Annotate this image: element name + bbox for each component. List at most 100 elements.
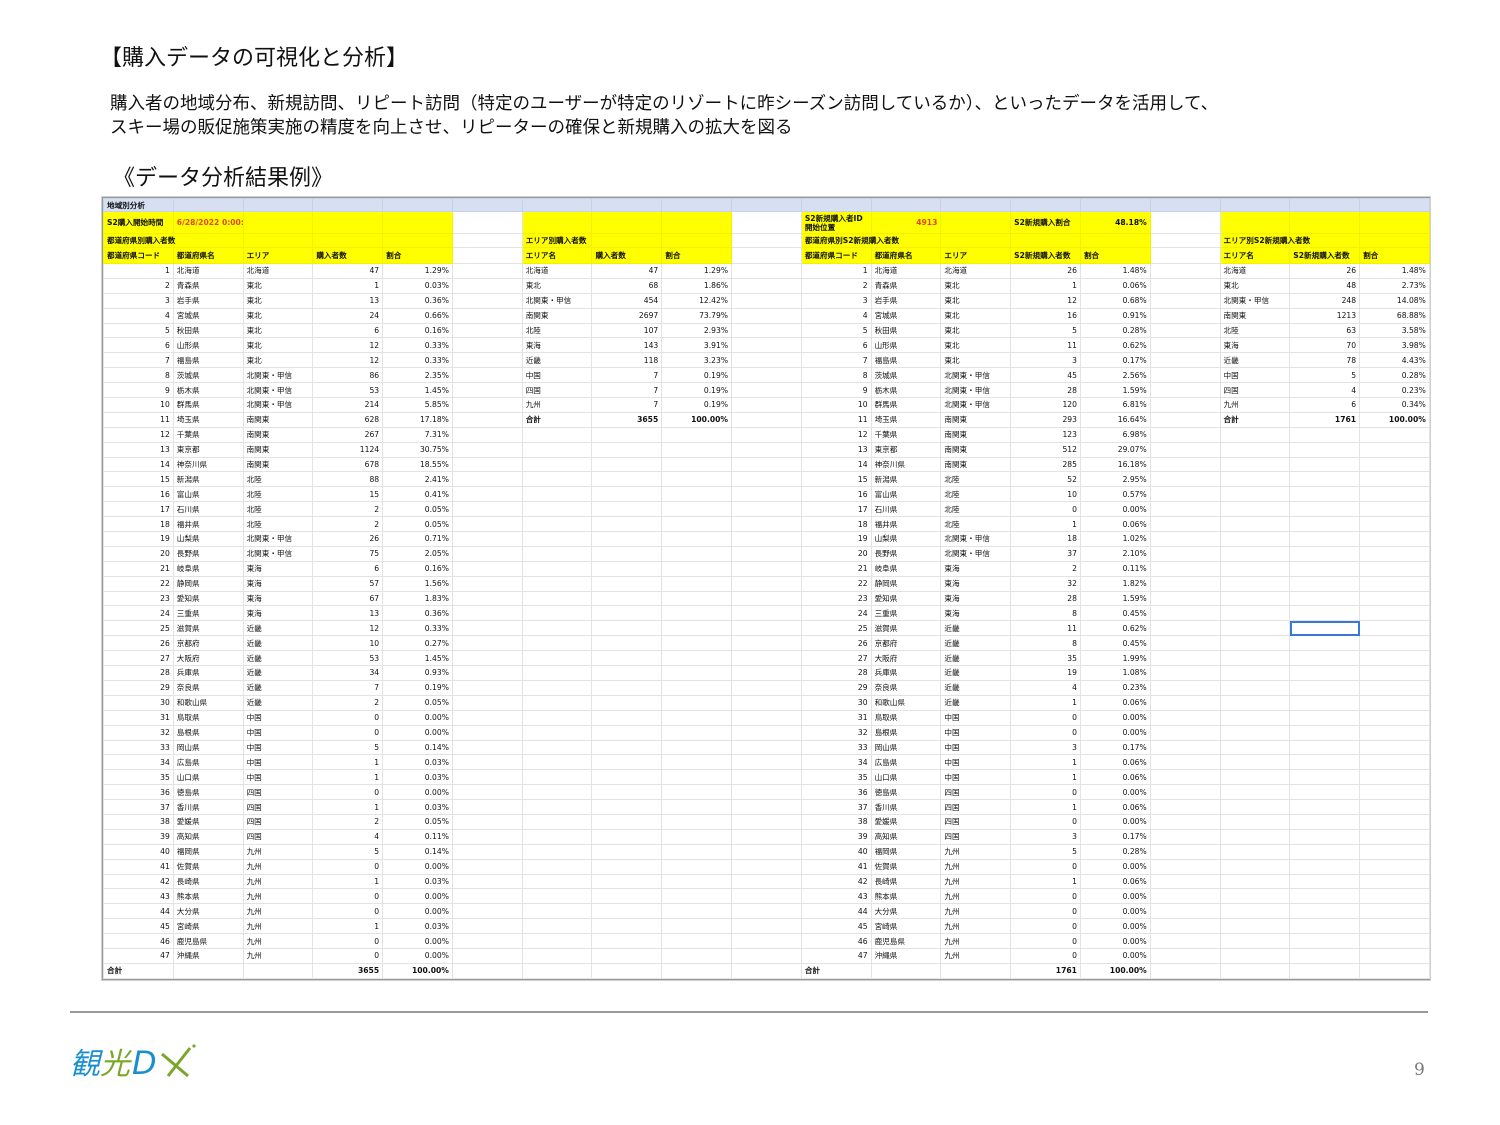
new-buyer-count[interactable]: 10 xyxy=(1010,486,1081,503)
cell[interactable] xyxy=(661,888,733,905)
area-new-buyer-count[interactable]: 4 xyxy=(1289,382,1361,399)
cell[interactable] xyxy=(451,754,523,771)
new-buyer-ratio[interactable]: 0.62% xyxy=(1079,620,1151,637)
cell[interactable] xyxy=(731,322,802,339)
cell[interactable] xyxy=(1359,198,1430,212)
buyer-ratio[interactable]: 0.93% xyxy=(382,665,453,681)
prefecture-name[interactable]: 富山県 xyxy=(870,486,942,503)
new-buyer-count[interactable]: 1 xyxy=(1010,754,1081,771)
cell[interactable] xyxy=(1149,650,1221,667)
area[interactable]: 北関東・甲信 xyxy=(242,531,314,547)
buyer-ratio[interactable]: 0.00% xyxy=(382,709,453,726)
area-total-ratio[interactable]: 100.00% xyxy=(661,411,733,428)
area[interactable]: 九州 xyxy=(242,918,314,935)
cell[interactable] xyxy=(521,858,593,875)
cell[interactable] xyxy=(1149,411,1221,428)
buyer-count[interactable]: 1124 xyxy=(312,441,384,458)
cell[interactable] xyxy=(1359,962,1430,979)
new-buyer-count[interactable]: 11 xyxy=(1010,620,1081,637)
cell[interactable] xyxy=(1149,486,1221,503)
buyer-ratio[interactable]: 0.05% xyxy=(382,694,453,711)
area-new-buyer-count[interactable]: 5 xyxy=(1289,367,1361,384)
prefecture-name[interactable]: 奈良県 xyxy=(870,679,942,696)
new-buyer-ratio[interactable]: 0.00% xyxy=(1079,724,1151,741)
buyer-count[interactable]: 5 xyxy=(312,843,384,860)
prefecture-name[interactable]: 沖縄県 xyxy=(870,947,942,964)
prefecture-name[interactable]: 埼玉県 xyxy=(870,411,942,428)
column-header[interactable]: 購入者数 xyxy=(591,247,663,264)
prefecture-code[interactable]: 27 xyxy=(800,650,872,667)
prefecture-name[interactable]: 石川県 xyxy=(870,501,942,518)
buyer-count[interactable]: 13 xyxy=(312,605,384,622)
prefecture-code[interactable]: 12 xyxy=(103,426,174,443)
area-buyer-count[interactable]: 7 xyxy=(591,397,663,413)
cell[interactable] xyxy=(521,784,593,801)
area[interactable]: 北陸 xyxy=(940,471,1012,488)
buyer-count[interactable]: 88 xyxy=(312,471,384,488)
new-buyer-ratio[interactable]: 0.62% xyxy=(1079,337,1151,354)
new-buyer-count[interactable]: 0 xyxy=(1010,813,1081,830)
prefecture-code[interactable]: 37 xyxy=(103,799,174,815)
prefecture-name[interactable]: 長野県 xyxy=(870,545,942,562)
area-buyer-count[interactable]: 118 xyxy=(591,352,663,369)
cell[interactable] xyxy=(661,590,733,607)
prefecture-name[interactable]: 香川県 xyxy=(870,799,942,815)
prefecture-name[interactable]: 岡山県 xyxy=(870,739,942,756)
cell[interactable] xyxy=(1149,605,1221,622)
prefecture-code[interactable]: 15 xyxy=(103,471,174,488)
cell[interactable] xyxy=(661,933,733,949)
area-new-buyer-ratio[interactable]: 2.73% xyxy=(1359,277,1430,294)
new-buyer-count[interactable]: 1 xyxy=(1010,516,1081,533)
area[interactable]: 九州 xyxy=(242,843,314,860)
area[interactable]: 東海 xyxy=(242,575,314,592)
buyer-ratio[interactable]: 0.03% xyxy=(382,754,453,771)
new-buyer-count[interactable]: 37 xyxy=(1010,545,1081,562)
cell[interactable] xyxy=(1359,843,1430,860)
buyer-count[interactable]: 6 xyxy=(312,322,384,339)
cell[interactable] xyxy=(451,724,523,741)
cell[interactable] xyxy=(731,679,802,696)
prefecture-name[interactable]: 群馬県 xyxy=(172,397,244,413)
cell[interactable] xyxy=(451,799,523,815)
buyer-count[interactable]: 1 xyxy=(312,769,384,786)
new-buyer-count[interactable]: 28 xyxy=(1010,590,1081,607)
cell[interactable] xyxy=(1359,739,1430,756)
area[interactable]: 四国 xyxy=(940,784,1012,801)
area[interactable]: 北関東・甲信 xyxy=(940,367,1012,384)
area-buyer-ratio[interactable]: 1.29% xyxy=(661,263,733,279)
cell[interactable] xyxy=(1149,679,1221,696)
buyer-ratio[interactable]: 0.00% xyxy=(382,858,453,875)
buyer-ratio[interactable]: 0.03% xyxy=(382,769,453,786)
cell[interactable] xyxy=(521,754,593,771)
buyer-ratio[interactable]: 5.85% xyxy=(382,397,453,413)
cell[interactable] xyxy=(1149,962,1221,979)
cell[interactable] xyxy=(521,799,593,815)
prefecture-name[interactable]: 福島県 xyxy=(172,352,244,369)
area-new-buyer-count[interactable]: 26 xyxy=(1289,263,1361,279)
prefecture-name[interactable]: 山口県 xyxy=(870,769,942,786)
area[interactable]: 九州 xyxy=(242,873,314,890)
cell[interactable] xyxy=(1359,679,1430,696)
cell[interactable] xyxy=(451,247,523,264)
area-total-count[interactable]: 1761 xyxy=(1289,411,1361,428)
cell[interactable] xyxy=(591,679,663,696)
cell[interactable] xyxy=(731,382,802,399)
area-buyer-ratio[interactable]: 3.91% xyxy=(661,337,733,354)
cell[interactable] xyxy=(940,962,1012,979)
cell[interactable] xyxy=(731,650,802,667)
prefecture-code[interactable]: 23 xyxy=(103,590,174,607)
s2-new-ratio-label[interactable]: S2新規購入割合 xyxy=(1010,211,1081,234)
prefecture-name[interactable]: 岡山県 xyxy=(172,739,244,756)
cell[interactable] xyxy=(1359,620,1430,637)
buyer-count[interactable]: 5 xyxy=(312,739,384,756)
buyer-count[interactable]: 53 xyxy=(312,650,384,667)
cell[interactable] xyxy=(591,694,663,711)
area[interactable]: 九州 xyxy=(940,888,1012,905)
new-buyer-count[interactable]: 123 xyxy=(1010,426,1081,443)
area[interactable]: 東海 xyxy=(242,560,314,577)
area[interactable]: 九州 xyxy=(242,933,314,949)
cell[interactable] xyxy=(1149,292,1221,309)
area[interactable]: 南関東 xyxy=(940,441,1012,458)
buyer-ratio[interactable]: 0.05% xyxy=(382,501,453,518)
prefecture-name[interactable]: 青森県 xyxy=(870,277,942,294)
